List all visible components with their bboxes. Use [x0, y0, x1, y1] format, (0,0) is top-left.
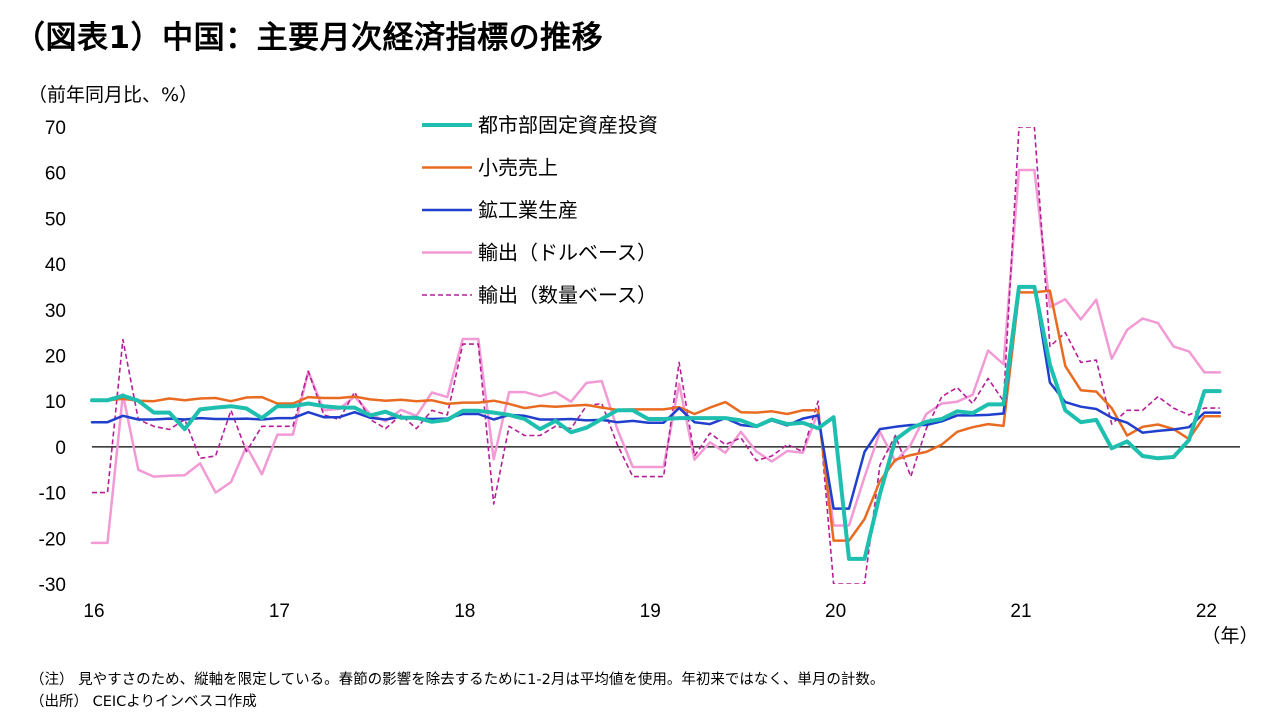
legend-label-2: 鉱工業生産 — [478, 199, 578, 222]
x-tick-label: 21 — [1010, 601, 1031, 622]
y-tick-label: 50 — [45, 209, 66, 230]
series-line-4 — [92, 127, 1220, 584]
x-tick-label: 18 — [454, 601, 475, 622]
x-axis-unit-label: （年） — [1201, 625, 1258, 647]
y-tick-label: 10 — [45, 392, 66, 413]
y-tick-label: 30 — [45, 301, 66, 322]
x-tick-label: 22 — [1196, 601, 1217, 622]
series-line-1 — [90, 289, 1222, 542]
y-axis-unit-label: （前年同月比、%） — [28, 84, 199, 106]
x-tick-label: 20 — [825, 601, 846, 622]
y-tick-label: -30 — [39, 575, 66, 596]
y-tick-label: 70 — [45, 118, 66, 139]
legend-label-0: 都市部固定資産投資 — [478, 114, 658, 137]
x-tick-label: 16 — [83, 601, 104, 622]
y-tick-label: 60 — [45, 164, 66, 185]
legend-label-4: 輸出（数量ベース） — [478, 284, 657, 307]
legend-label-3: 輸出（ドルベース） — [478, 242, 657, 265]
x-axis-ticks: 16 17 18 19 20 21 22 — [83, 601, 1217, 622]
y-tick-label: -20 — [39, 529, 66, 550]
x-tick-label: 19 — [640, 601, 661, 622]
chart-title: （図表1）中国：主要月次経済指標の推移 — [14, 20, 604, 56]
source-note: （出所） CEICよりインベスコ作成 — [30, 694, 257, 710]
x-tick-label: 17 — [269, 601, 290, 622]
series-lines — [90, 127, 1222, 584]
y-axis-ticks: 70 60 50 40 30 20 10 0 -10 -20 -30 — [39, 118, 66, 596]
y-tick-label: 40 — [45, 255, 66, 276]
footnote: （注） 見やすさのため、縦軸を限定している。春節の影響を除去するために1-2月は… — [30, 672, 885, 688]
series-line-0 — [90, 284, 1222, 561]
y-tick-label: -10 — [39, 484, 66, 505]
y-tick-label: 20 — [45, 347, 66, 368]
y-tick-label: 0 — [55, 438, 66, 459]
legend-label-1: 小売売上 — [478, 157, 558, 180]
series-line-3 — [90, 168, 1222, 545]
